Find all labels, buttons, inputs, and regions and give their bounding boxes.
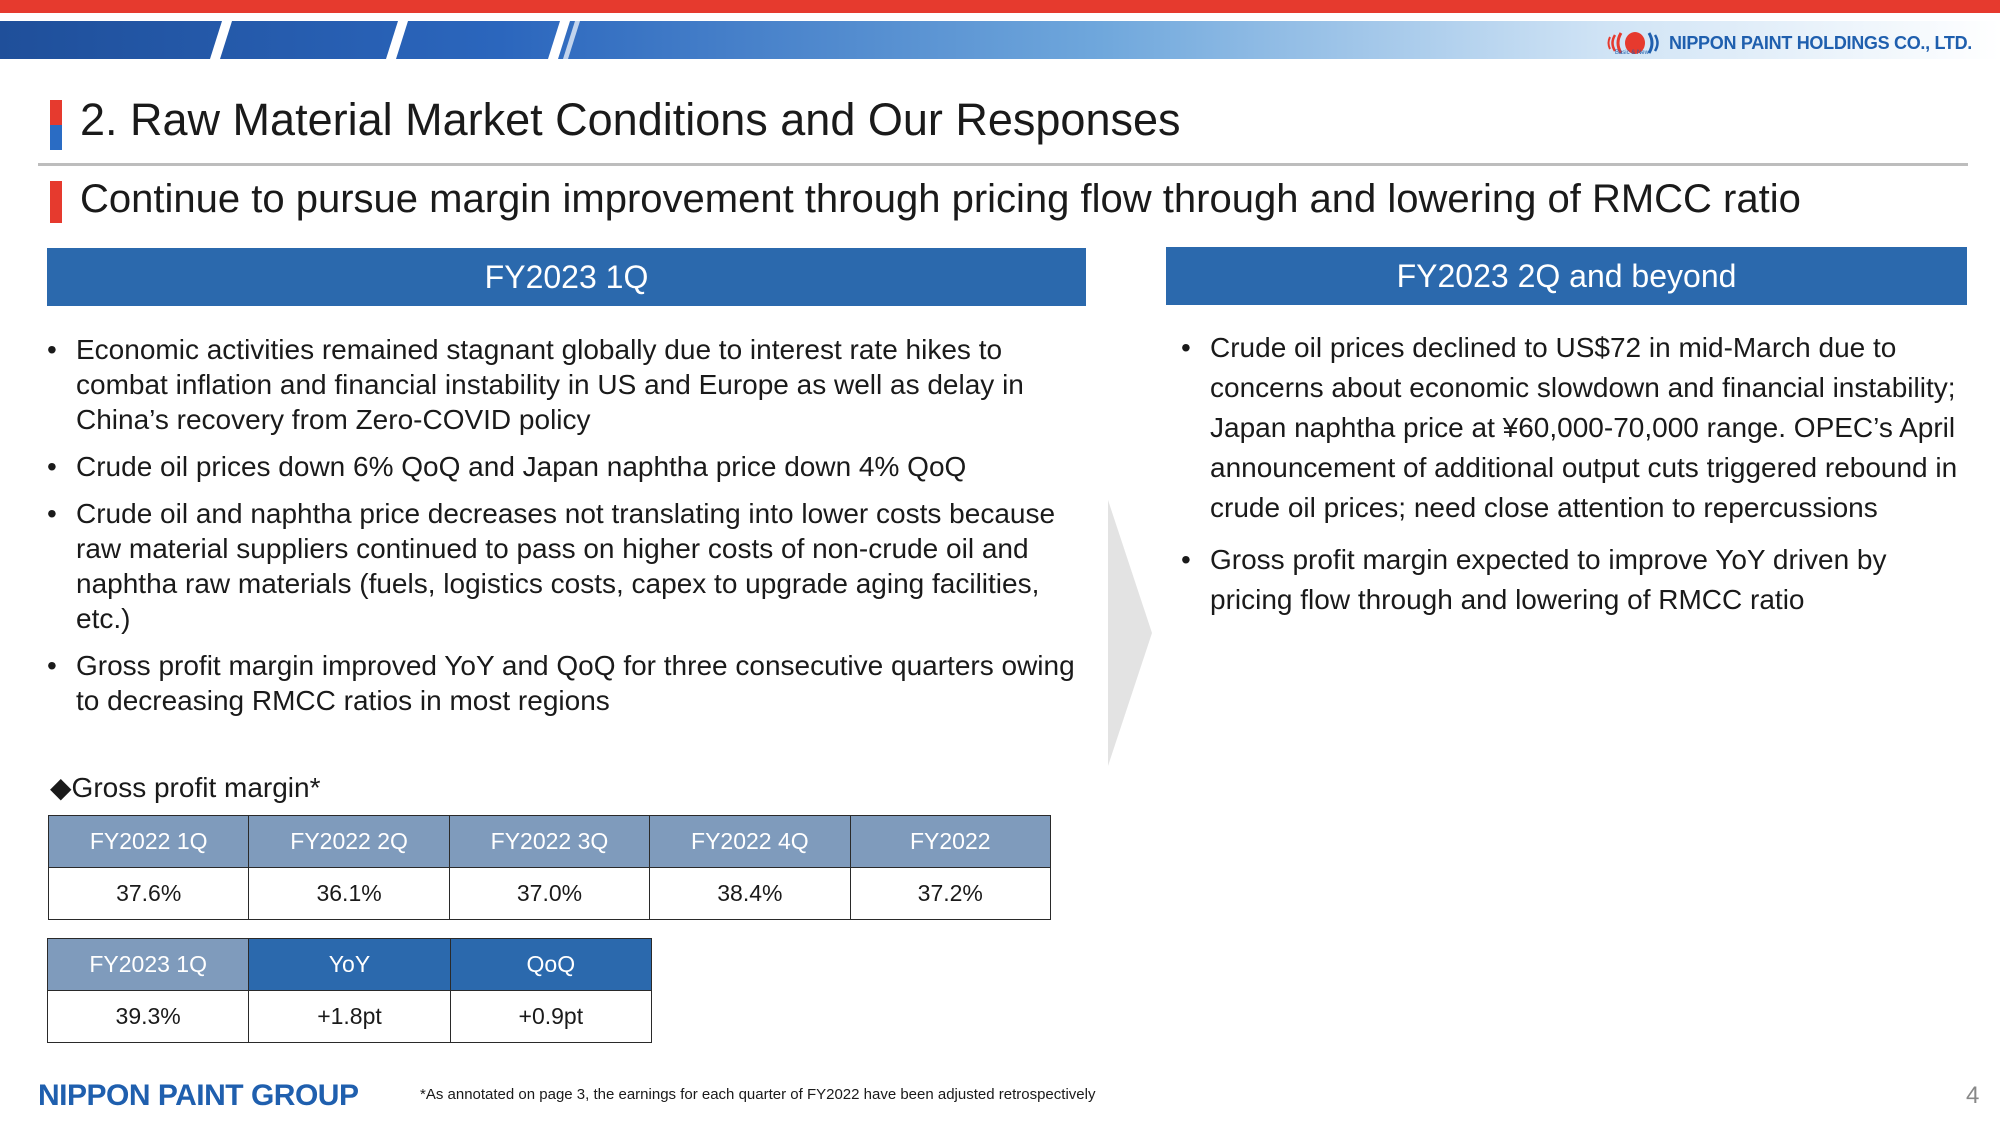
table-cell: 36.1% [248,867,450,920]
table-header-row: FY2022 1Q FY2022 2Q FY2022 3Q FY2022 4Q … [47,815,1052,868]
gross-profit-margin-label: ◆Gross profit margin* [50,772,321,803]
table-cell: 39.3% [46,990,250,1043]
list-item: Crude oil and naphtha price decreases no… [47,496,1077,636]
table-header-cell: YoY [248,938,451,991]
table-cell: 37.2% [849,867,1052,920]
right-panel-bullets: Crude oil prices declined to US$72 in mi… [1181,328,1971,632]
nippon-paint-symbol-icon [1607,32,1659,54]
chevron-right-icon [1108,500,1152,766]
gross-profit-margin-table-fy2023: FY2023 1Q YoY QoQ 39.3% +1.8pt +0.9pt [46,938,653,1043]
page-subtitle: Continue to pursue margin improvement th… [80,177,1801,221]
table-header-cell: QoQ [449,938,653,991]
table-header-row: FY2023 1Q YoY QoQ [46,938,653,991]
table-header-cell: FY2022 4Q [649,815,851,868]
table-header-cell: FY2022 2Q [248,815,450,868]
list-item: Gross profit margin expected to improve … [1181,540,1971,620]
table-row: 39.3% +1.8pt +0.9pt [46,990,653,1043]
left-panel-heading: FY2023 1Q [47,248,1086,306]
top-accent-band [0,0,2000,13]
logo-tagline: Basic & New [1614,50,1649,56]
company-logo: NIPPON PAINT HOLDINGS CO., LTD. Basic & … [1607,26,1972,60]
footnote: *As annotated on page 3, the earnings fo… [420,1086,1096,1103]
table-header-cell: FY2022 3Q [448,815,651,868]
left-panel-bullets: Economic activities remained stagnant gl… [47,332,1077,730]
title-divider [38,163,1968,166]
table-cell: +1.8pt [248,990,451,1043]
list-item: Crude oil prices declined to US$72 in mi… [1181,328,1971,528]
table-cell: 37.0% [448,867,651,920]
page-title: 2. Raw Material Market Conditions and Ou… [80,94,1181,145]
table-cell: 38.4% [649,867,851,920]
company-name-logo: NIPPON PAINT HOLDINGS CO., LTD. [1668,32,1972,53]
table-row: 37.6% 36.1% 37.0% 38.4% 37.2% [47,867,1052,920]
table-cell: 37.6% [47,867,250,920]
title-marker [50,100,62,150]
group-logo: NIPPON PAINT GROUP [38,1079,359,1112]
gross-profit-margin-table-fy2022: FY2022 1Q FY2022 2Q FY2022 3Q FY2022 4Q … [47,815,1052,920]
table-header-cell: FY2023 1Q [46,938,250,991]
right-panel-heading: FY2023 2Q and beyond [1166,247,1967,305]
subtitle-marker [50,181,62,223]
list-item: Economic activities remained stagnant gl… [47,332,1077,437]
table-header-cell: FY2022 [849,815,1052,868]
list-item: Crude oil prices down 6% QoQ and Japan n… [47,449,1077,484]
table-header-cell: FY2022 1Q [47,815,250,868]
list-item: Gross profit margin improved YoY and QoQ… [47,648,1077,718]
header-gradient-band [0,21,2000,59]
page-number: 4 [1966,1082,1980,1109]
table-cell: +0.9pt [449,990,653,1043]
